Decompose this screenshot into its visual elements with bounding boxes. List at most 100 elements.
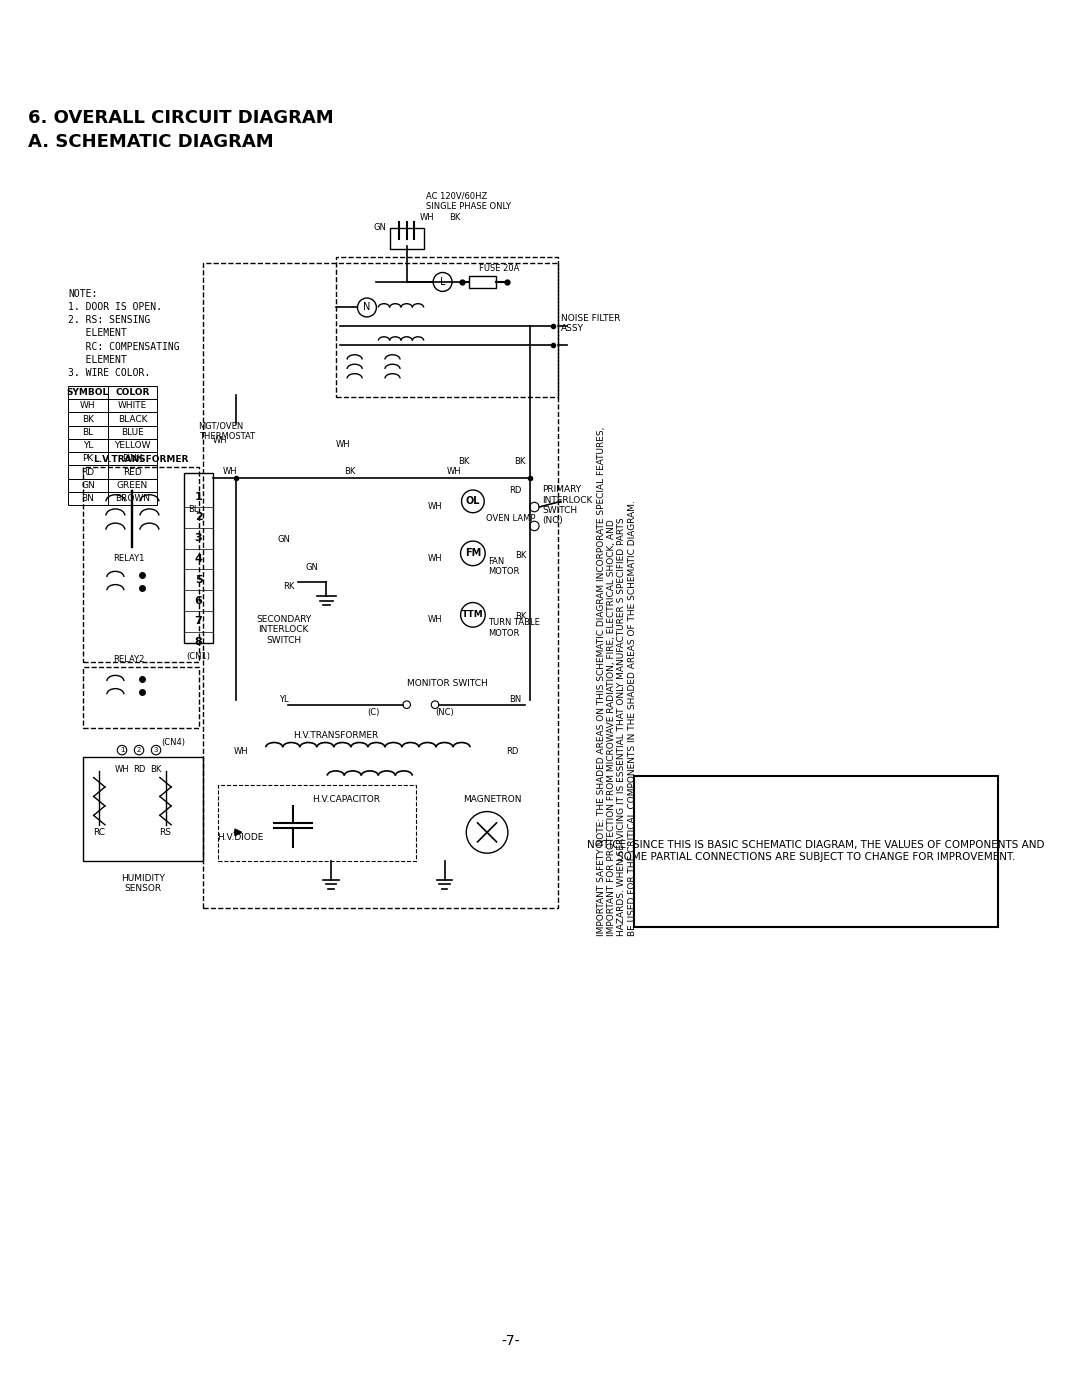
Bar <box>108 439 157 452</box>
Text: (CN4): (CN4) <box>161 737 185 747</box>
Text: FUSE 20A: FUSE 20A <box>478 264 518 273</box>
Bar <box>68 492 108 505</box>
Text: H.V.DIODE: H.V.DIODE <box>217 832 264 842</box>
Text: YL: YL <box>83 441 93 450</box>
Text: BK: BK <box>449 213 460 222</box>
Text: 6. OVERALL CIRCUIT DIAGRAM: 6. OVERALL CIRCUIT DIAGRAM <box>28 109 334 127</box>
Text: YL: YL <box>279 695 288 705</box>
Text: MGT/OVEN
THERMOSTAT: MGT/OVEN THERMOSTAT <box>199 421 255 441</box>
Text: OVEN LAMP: OVEN LAMP <box>486 513 536 523</box>
Text: WH: WH <box>213 436 227 445</box>
Text: BK: BK <box>515 613 527 621</box>
Circle shape <box>467 811 508 853</box>
Bar <box>68 452 108 466</box>
Text: GN: GN <box>374 222 387 232</box>
Bar <box>68 386 108 399</box>
Text: 2: 2 <box>194 512 202 522</box>
Bar <box>217 785 416 860</box>
Circle shape <box>151 746 161 755</box>
Text: RC: COMPENSATING: RC: COMPENSATING <box>68 341 179 351</box>
Text: WH: WH <box>114 764 130 774</box>
Text: (CN1): (CN1) <box>187 652 211 660</box>
Text: SYMBOL: SYMBOL <box>67 388 109 397</box>
Bar <box>83 467 199 662</box>
Text: 8: 8 <box>194 638 202 648</box>
Text: RD: RD <box>507 747 518 757</box>
Bar <box>68 399 108 413</box>
Bar <box>390 228 423 249</box>
Text: MONITOR SWITCH: MONITOR SWITCH <box>407 680 487 688</box>
Bar <box>83 757 203 860</box>
Text: GREEN: GREEN <box>117 481 148 490</box>
Text: H.V.TRANSFORMER: H.V.TRANSFORMER <box>293 732 378 740</box>
Text: N: N <box>363 302 370 312</box>
Circle shape <box>118 746 126 755</box>
Text: WHITE: WHITE <box>118 402 147 410</box>
Text: 1: 1 <box>194 491 202 502</box>
Bar <box>68 425 108 439</box>
Bar <box>336 257 558 397</box>
Circle shape <box>460 541 485 565</box>
Text: RELAY2: RELAY2 <box>113 655 145 663</box>
Text: (C): (C) <box>367 708 380 716</box>
Bar <box>108 425 157 439</box>
Text: RD: RD <box>81 467 95 477</box>
Text: GN: GN <box>278 534 291 544</box>
Text: YELLOW: YELLOW <box>114 441 150 450</box>
Text: WH: WH <box>428 554 443 562</box>
Text: GN: GN <box>81 481 95 490</box>
Text: L.V.TRANSFORMER: L.V.TRANSFORMER <box>93 455 189 464</box>
Text: OL: OL <box>465 497 481 506</box>
Bar <box>108 413 157 425</box>
Text: COLOR: COLOR <box>116 388 150 397</box>
Bar <box>68 478 108 492</box>
Text: BN: BN <box>510 695 522 705</box>
Text: RK: RK <box>283 582 294 590</box>
Text: RED: RED <box>123 467 141 477</box>
Text: AC 120V/60HZ
SINGLE PHASE ONLY: AC 120V/60HZ SINGLE PHASE ONLY <box>426 192 511 211</box>
Text: PRIMARY
INTERLOCK
SWITCH
(NO): PRIMARY INTERLOCK SWITCH (NO) <box>542 485 592 526</box>
Bar <box>108 492 157 505</box>
Text: BLUE: BLUE <box>121 428 144 436</box>
Text: SECONDARY
INTERLOCK
SWITCH: SECONDARY INTERLOCK SWITCH <box>256 614 311 645</box>
Text: MAGNETRON: MAGNETRON <box>463 795 522 804</box>
Bar <box>185 473 213 644</box>
Circle shape <box>431 701 438 708</box>
Circle shape <box>529 502 539 512</box>
Text: ELEMENT: ELEMENT <box>68 355 126 365</box>
Text: NOISE FILTER
ASSY: NOISE FILTER ASSY <box>561 313 620 333</box>
Text: NOTICE: SINCE THIS IS BASIC SCHEMATIC DIAGRAM, THE VALUES OF COMPONENTS AND
SOME: NOTICE: SINCE THIS IS BASIC SCHEMATIC DI… <box>586 841 1044 862</box>
Bar <box>634 775 998 928</box>
Bar <box>83 667 199 729</box>
Text: 3: 3 <box>194 533 202 543</box>
Text: WH: WH <box>80 402 96 410</box>
Text: 2. RS: SENSING: 2. RS: SENSING <box>68 315 150 325</box>
Text: WH: WH <box>420 213 434 222</box>
Bar <box>108 466 157 478</box>
Circle shape <box>403 701 410 708</box>
Text: BK: BK <box>82 414 94 424</box>
Text: WH: WH <box>335 441 350 449</box>
Text: TURN TABLE
MOTOR: TURN TABLE MOTOR <box>488 618 540 638</box>
Text: RS: RS <box>160 828 172 837</box>
Text: WH: WH <box>222 467 237 476</box>
Text: BL: BL <box>188 505 199 515</box>
Bar <box>68 466 108 478</box>
Text: WH: WH <box>447 467 461 476</box>
Text: BK: BK <box>458 457 469 466</box>
Bar <box>108 452 157 466</box>
Text: ELEMENT: ELEMENT <box>68 329 126 339</box>
Text: RELAY1: RELAY1 <box>113 554 145 562</box>
Text: WH: WH <box>234 747 248 757</box>
Bar <box>469 276 496 288</box>
Text: NOTE:: NOTE: <box>68 288 97 298</box>
Circle shape <box>461 490 484 512</box>
Text: TTM: TTM <box>462 610 484 620</box>
Bar <box>203 263 558 908</box>
Text: BK: BK <box>514 457 526 466</box>
Text: 7: 7 <box>194 617 202 627</box>
Bar <box>108 386 157 399</box>
Circle shape <box>460 603 485 627</box>
Circle shape <box>433 273 453 291</box>
Text: PINK: PINK <box>122 455 143 463</box>
